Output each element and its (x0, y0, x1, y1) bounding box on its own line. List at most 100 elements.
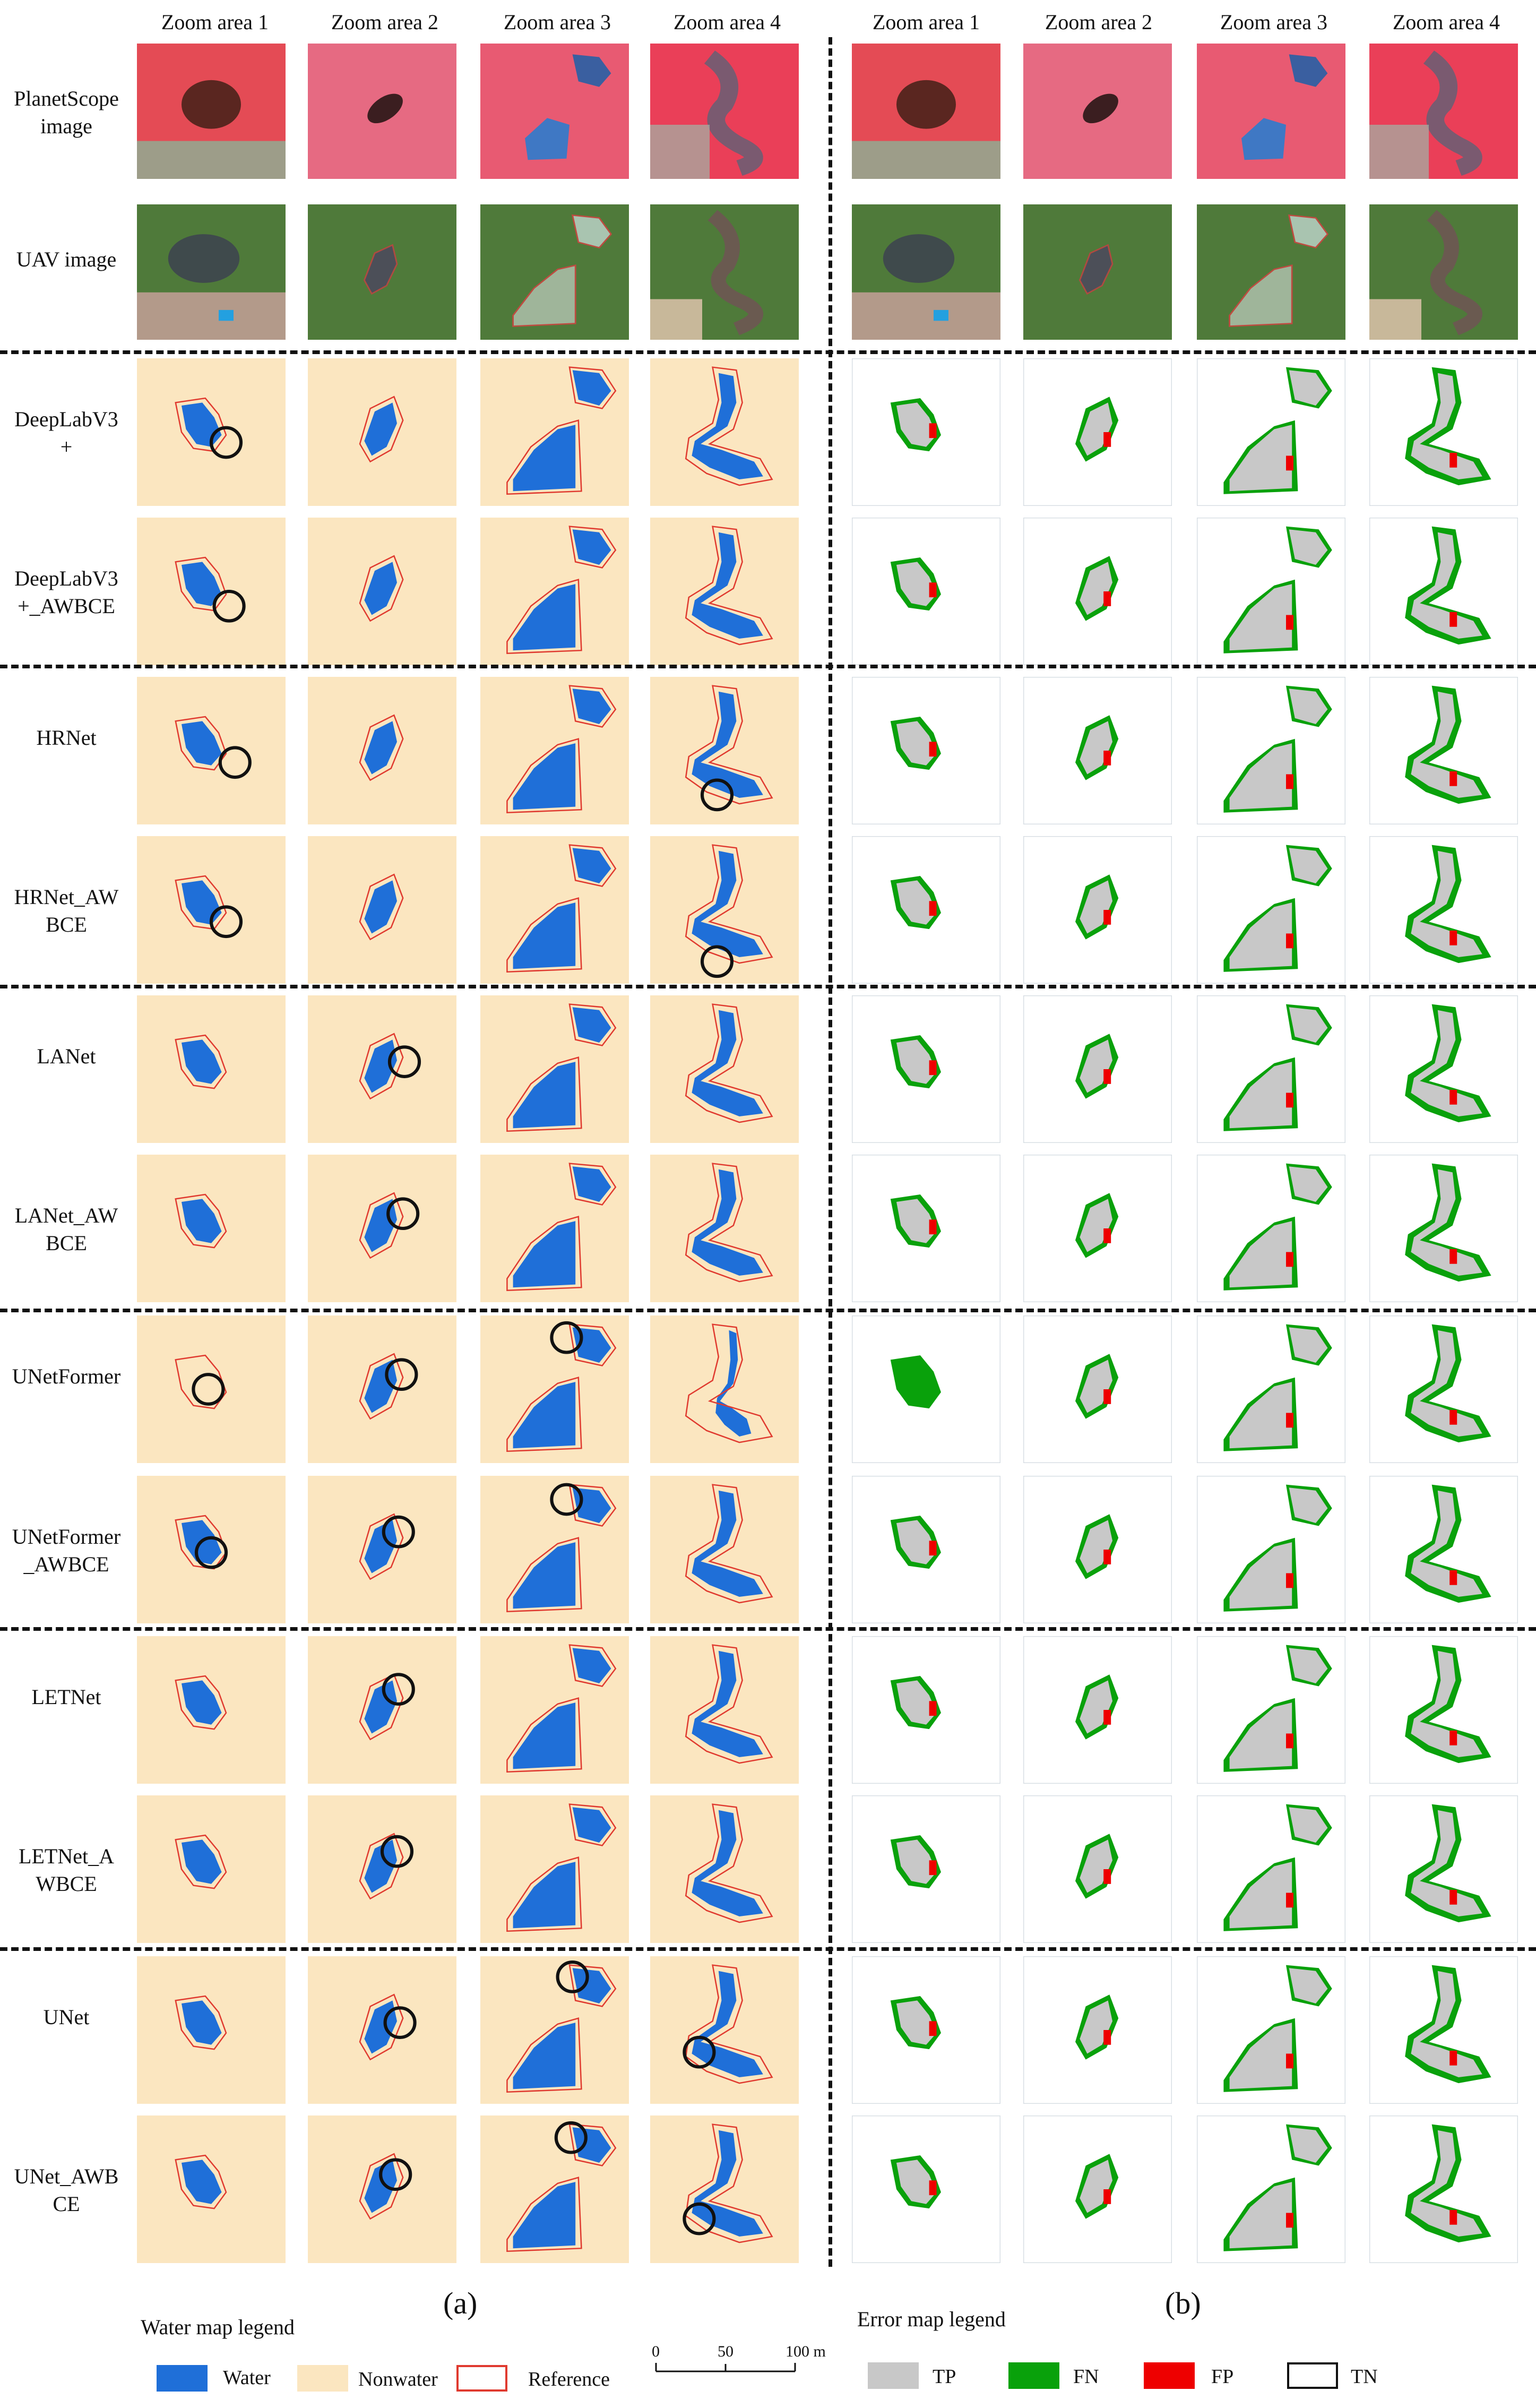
planetscope-tile-2 (308, 44, 456, 179)
error-map-tile-3 (1197, 1315, 1345, 1463)
water-map-tile-2 (308, 518, 456, 665)
water-map-tile-3 (480, 995, 629, 1143)
water-map-tile-3 (480, 1155, 629, 1302)
water-map-tile-1 (137, 1795, 286, 1943)
water-map-tile-4 (650, 518, 799, 665)
water-map-tile-4 (650, 1636, 799, 1784)
water-map-tile-2 (308, 677, 456, 824)
row-label: DeepLabV3 + (14, 407, 118, 459)
water-map-tile-1 (137, 995, 286, 1143)
error-map-tile-2 (1023, 1795, 1172, 1943)
row-group-divider (0, 665, 1536, 668)
error-map-tile-3 (1197, 1636, 1345, 1784)
error-map-tile-1 (852, 358, 1000, 506)
planetscope-tile-2 (1023, 44, 1172, 179)
row-label: LETNet_A WBCE (19, 1844, 114, 1896)
error-map-tile-4 (1369, 1636, 1518, 1784)
scale-tick-50: 50 (718, 2343, 734, 2360)
water-map-tile-2 (308, 1636, 456, 1784)
error-map-tile-1 (852, 836, 1000, 984)
error-map-tile-1 (852, 1155, 1000, 1302)
error-map-tile-4 (1369, 2115, 1518, 2263)
planetscope-tile-3 (480, 44, 629, 179)
left-header-zoom-1: Zoom area 1 (161, 10, 269, 34)
error-legend-title: Error map legend (857, 2307, 1006, 2331)
reference-label: Reference (528, 2368, 610, 2390)
row-label: LANet (37, 1044, 96, 1068)
row-label: LETNet (31, 1685, 101, 1709)
error-map-tile-1 (852, 995, 1000, 1143)
error-map-tile-3 (1197, 836, 1345, 984)
uav-tile-3 (480, 204, 629, 340)
water-map-tile-2 (308, 1476, 456, 1623)
water-map-tile-1 (137, 1956, 286, 2104)
water-map-tile-4 (650, 1315, 799, 1463)
row-group-divider (0, 1947, 1536, 1951)
water-map-tile-4 (650, 2115, 799, 2263)
uav-tile-4 (1369, 204, 1518, 340)
fn-label: FN (1073, 2366, 1099, 2388)
water-legend-title: Water map legend (141, 2315, 295, 2339)
error-map-tile-2 (1023, 677, 1172, 824)
water-swatch (157, 2365, 208, 2392)
error-map-tile-3 (1197, 995, 1345, 1143)
water-label: Water (223, 2367, 271, 2389)
error-map-tile-3 (1197, 518, 1345, 665)
fp-label: FP (1211, 2366, 1234, 2388)
uav-tile-1 (137, 204, 286, 340)
water-map-tile-2 (308, 1315, 456, 1463)
water-map-tile-1 (137, 1155, 286, 1302)
row-label: DeepLabV3 +_AWBCE (14, 566, 118, 618)
error-map-tile-2 (1023, 2115, 1172, 2263)
uav-tile-4 (650, 204, 799, 340)
right-header-zoom-1: Zoom area 1 (872, 10, 980, 34)
right-header-zoom-3: Zoom area 3 (1220, 10, 1328, 34)
error-map-tile-3 (1197, 1956, 1345, 2104)
panel-divider (829, 37, 832, 2267)
water-map-tile-2 (308, 995, 456, 1143)
water-map-tile-1 (137, 1476, 286, 1623)
row-label: UNetFormer _AWBCE (12, 1525, 121, 1576)
row-label: HRNet_AW BCE (14, 885, 119, 936)
water-map-tile-4 (650, 836, 799, 984)
water-map-tile-2 (308, 836, 456, 984)
water-map-tile-2 (308, 2115, 456, 2263)
error-map-tile-2 (1023, 1315, 1172, 1463)
error-map-tile-1 (852, 677, 1000, 824)
error-map-tile-1 (852, 1315, 1000, 1463)
row-label: UNetFormer (12, 1364, 121, 1388)
water-map-tile-3 (480, 1636, 629, 1784)
water-map-tile-3 (480, 518, 629, 665)
water-map-tile-2 (308, 1795, 456, 1943)
error-map-tile-1 (852, 1956, 1000, 2104)
water-map-tile-3 (480, 1476, 629, 1623)
error-map-tile-2 (1023, 358, 1172, 506)
error-map-tile-2 (1023, 1476, 1172, 1623)
uav-tile-2 (1023, 204, 1172, 340)
water-map-tile-1 (137, 836, 286, 984)
scale-tick-100: 100 m (786, 2343, 826, 2360)
water-map-tile-3 (480, 677, 629, 824)
tn-label: TN (1351, 2366, 1378, 2388)
error-map-tile-4 (1369, 1956, 1518, 2104)
panel-tag-a: (a) (443, 2286, 478, 2320)
error-map-tile-3 (1197, 677, 1345, 824)
fn-swatch (1008, 2362, 1059, 2389)
error-map-tile-3 (1197, 1476, 1345, 1623)
error-map-tile-4 (1369, 518, 1518, 665)
water-map-tile-3 (480, 1795, 629, 1943)
error-map-tile-1 (852, 1636, 1000, 1784)
row-label: UNet_AWB CE (14, 2164, 119, 2216)
water-map-tile-2 (308, 1155, 456, 1302)
water-map-tile-2 (308, 358, 456, 506)
water-map-tile-3 (480, 358, 629, 506)
scale-tick-0: 0 (652, 2343, 660, 2360)
error-map-tile-4 (1369, 995, 1518, 1143)
planetscope-tile-1 (137, 44, 286, 179)
nonwater-swatch (297, 2365, 348, 2392)
uav-tile-1 (852, 204, 1000, 340)
row-group-divider (0, 985, 1536, 988)
water-map-tile-4 (650, 1795, 799, 1943)
uav-tile-2 (308, 204, 456, 340)
planetscope-tile-1 (852, 44, 1000, 179)
